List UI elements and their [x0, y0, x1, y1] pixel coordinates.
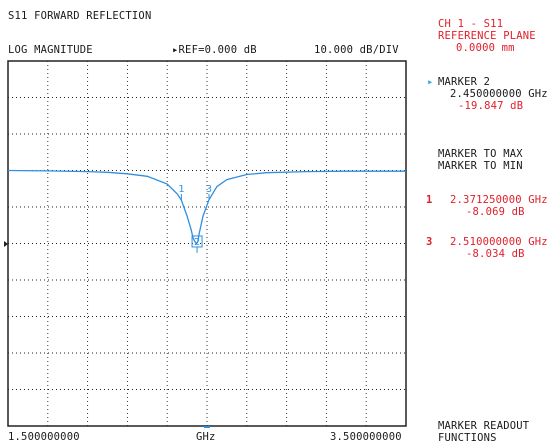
marker-to-min-softkey[interactable]: MARKER TO MIN [438, 160, 523, 172]
reference-plane-label: REFERENCE PLANE [438, 30, 536, 42]
marker-value: -8.034 dB [466, 248, 525, 260]
s11-trace [7, 169, 406, 244]
format-label: LOG MAGNITUDE [8, 44, 93, 56]
active-marker-pointer-icon: ▸ [427, 76, 434, 88]
marker-label[interactable]: 3 [206, 184, 212, 195]
reference-level-label: ▸REF=0.000 dB [172, 44, 257, 56]
marker-frequency: 2.371250000 GHz [450, 194, 548, 206]
active-marker-frequency: 2.450000000 GHz [450, 88, 548, 100]
scale-label: 10.000 dB/DIV [314, 44, 399, 56]
reference-plane-value: 0.0000 mm [456, 42, 515, 54]
marker-layer[interactable]: 1 2 3 [178, 184, 212, 253]
active-marker-label: MARKER 2 [438, 76, 491, 88]
start-frequency: 1.500000000 [8, 431, 80, 443]
frequency-unit: GHz [196, 431, 216, 443]
channel-label: CH 1 - S11 [438, 18, 504, 30]
trace-title: S11 FORWARD REFLECTION [8, 10, 152, 22]
reference-pointer-icon [4, 241, 8, 247]
functions-softkey[interactable]: FUNCTIONS [438, 432, 497, 444]
marker-value: -8.069 dB [466, 206, 525, 218]
marker-label[interactable]: 2 [194, 237, 200, 248]
plot-grid [8, 61, 406, 426]
marker-number: 3 [426, 236, 433, 248]
marker-label[interactable]: 1 [178, 184, 184, 195]
plot-frame [7, 60, 407, 427]
marker-to-max-softkey[interactable]: MARKER TO MAX [438, 148, 523, 160]
active-marker-value: -19.847 dB [458, 100, 524, 112]
marker-readout-softkey[interactable]: MARKER READOUT [438, 420, 530, 432]
marker-frequency: 2.510000000 GHz [450, 236, 548, 248]
marker-number: 1 [426, 194, 433, 206]
stop-frequency: 3.500000000 [330, 431, 402, 443]
